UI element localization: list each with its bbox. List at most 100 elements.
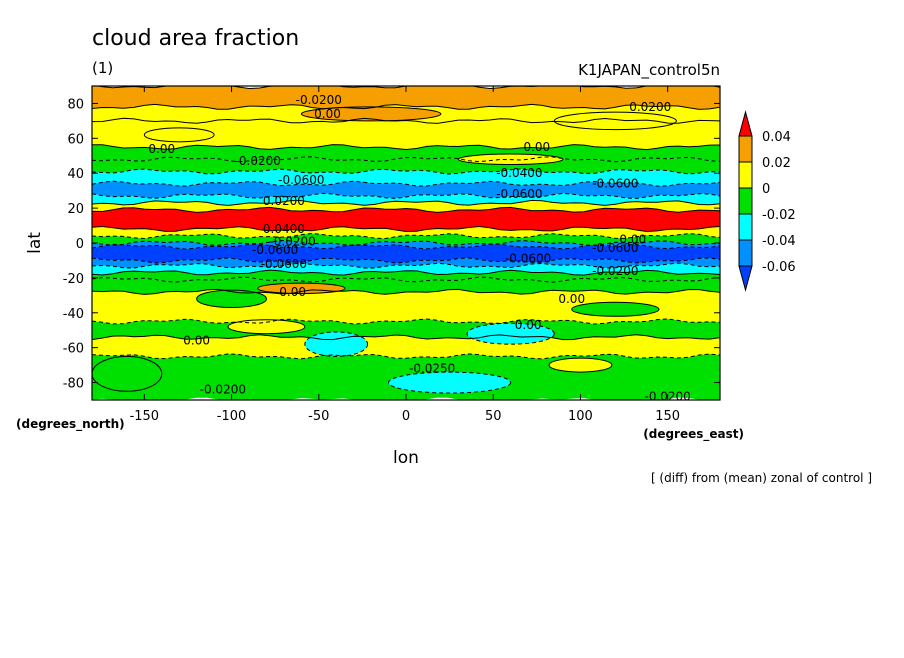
x-tick-label: 150 <box>655 409 680 424</box>
contour-label: 0.0200 <box>263 194 305 208</box>
contour-label: -0.0200 <box>592 264 638 278</box>
contour-label: 0.00 <box>558 292 585 306</box>
colorbar-arrow-bottom <box>738 265 753 292</box>
contour-label: -0.0200 <box>296 93 342 107</box>
contour-line <box>92 232 720 240</box>
colorbar-label: 0.02 <box>762 156 791 171</box>
contour-cell <box>553 111 677 131</box>
contour-label: -0.0200 <box>235 154 281 168</box>
contour-label: 0.0400 <box>263 222 305 236</box>
contour-band <box>92 168 720 187</box>
contour-line <box>92 103 720 110</box>
contour-band <box>92 181 720 199</box>
contour-label: -0.0400 <box>496 166 542 180</box>
contour-label: 0.00 <box>515 318 542 332</box>
contour-label: -0.0200 <box>200 383 246 397</box>
y-tick-label: 40 <box>67 167 84 182</box>
contour-label: -0.0250 <box>409 362 455 376</box>
x-tick-label: -150 <box>130 409 160 424</box>
contour-label: 0.00 <box>619 233 646 247</box>
y-tick-label: 0 <box>76 237 84 252</box>
contour-band <box>92 334 720 359</box>
contour-cell <box>227 319 306 335</box>
chart-title: cloud area fraction <box>92 26 299 51</box>
colorbar-swatch <box>738 135 753 163</box>
contour-label: -0.0600 <box>505 252 551 266</box>
contour-line <box>92 243 720 250</box>
colorbar: 0.04 0.02 0 -0.02 -0.04 -0.06 <box>738 110 796 292</box>
contour-label: -0.0600 <box>261 257 307 271</box>
contour-label: 0.0200 <box>629 100 671 114</box>
contour-line <box>92 144 720 151</box>
contour-line <box>92 206 720 213</box>
contour-band <box>92 240 720 250</box>
x-tick-label: 100 <box>568 409 593 424</box>
contour-label: 0.00 <box>314 107 341 121</box>
contour-line <box>92 156 720 163</box>
contour-band <box>92 244 720 263</box>
contour-band <box>92 207 720 232</box>
chart-subtitle: (1) <box>92 59 113 77</box>
y-tick-label: 20 <box>67 202 84 217</box>
x-tick-label: 50 <box>485 409 502 424</box>
contour-cell <box>92 355 163 392</box>
contour-cell <box>143 127 215 143</box>
contour-line <box>92 318 720 325</box>
y-tick-label: 80 <box>67 97 84 112</box>
contour-line <box>92 353 720 360</box>
contour-band <box>92 277 720 295</box>
contour-line <box>92 269 720 276</box>
contour-label: 0.00 <box>523 140 550 154</box>
contour-cell <box>196 289 267 309</box>
y-tick-label: -40 <box>63 307 84 322</box>
y-tick-label: -80 <box>63 377 84 392</box>
contour-band <box>92 233 720 246</box>
contour-line <box>92 168 720 175</box>
colorbar-swatch <box>738 239 753 267</box>
contour-band <box>92 263 720 276</box>
contour-label: -0.0600 <box>496 187 542 201</box>
x-unit-label: (degrees_east) <box>643 427 744 442</box>
y-tick-label: -20 <box>63 272 84 287</box>
contour-band <box>92 144 720 162</box>
contour-cell <box>548 357 613 373</box>
y-axis-label: lat <box>25 232 45 254</box>
contour-label: 0.00 <box>279 285 306 299</box>
contour-line <box>92 276 720 283</box>
contour-line <box>92 262 720 269</box>
x-axis: -150 -100 -50 0 50 100 150 <box>130 86 680 424</box>
colorbar-label: -0.04 <box>762 234 796 249</box>
contour-line <box>92 288 720 295</box>
colorbar-label: -0.06 <box>762 260 796 275</box>
colorbar-swatch <box>738 161 753 189</box>
y-axis: 80 60 40 20 0 -20 -40 -60 -80 <box>63 97 720 392</box>
colorbar-label: -0.02 <box>762 208 796 223</box>
x-tick-label: -100 <box>217 409 247 424</box>
contour-cell <box>388 371 512 394</box>
colorbar-swatch <box>738 213 753 241</box>
contour-line <box>92 239 720 247</box>
contour-band <box>92 86 720 110</box>
contour-cell <box>300 106 442 122</box>
contour-line <box>92 334 720 341</box>
colorbar-arrow-top <box>738 110 753 137</box>
contour-lines <box>92 86 720 360</box>
contour-line <box>92 199 720 206</box>
colorbar-label: 0 <box>762 182 770 197</box>
y-tick-label: -60 <box>63 342 84 357</box>
contour-cell <box>571 301 660 317</box>
contour-label: -0.0600 <box>592 177 638 191</box>
contour-band <box>92 257 720 269</box>
contour-line <box>92 225 720 233</box>
y-unit-label: (degrees_north) <box>16 417 125 432</box>
colorbar-label: 0.04 <box>762 130 791 145</box>
colorbar-swatch <box>738 187 753 215</box>
contour-cell <box>257 282 346 295</box>
contour-label: -0.0600 <box>592 241 638 255</box>
contour-label: -0.0600 <box>252 243 298 257</box>
contour-line <box>92 192 720 199</box>
x-tick-label: -50 <box>308 409 329 424</box>
x-tick-label: 0 <box>402 409 410 424</box>
